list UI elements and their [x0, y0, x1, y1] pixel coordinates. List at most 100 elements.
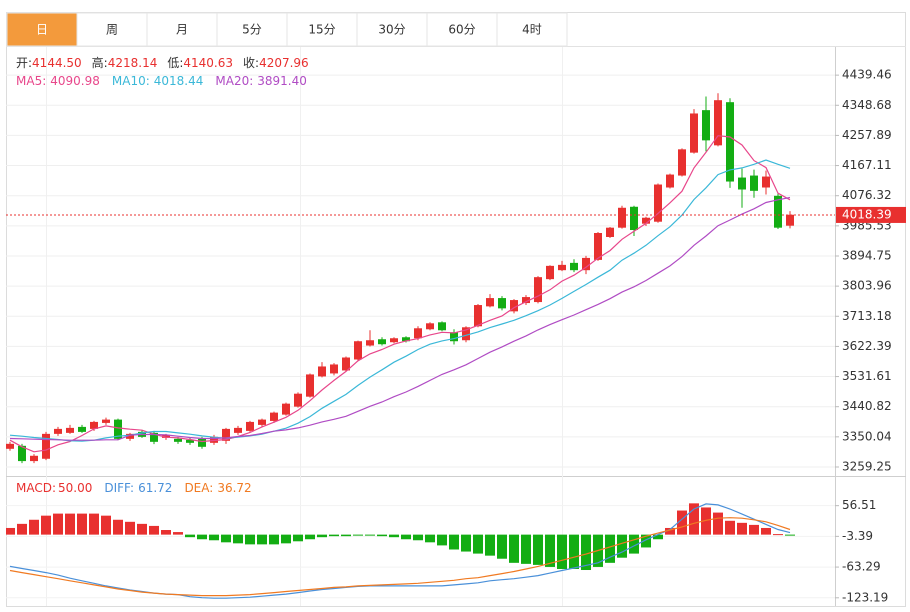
candle-body	[702, 110, 710, 141]
macd-bar	[293, 534, 303, 542]
candle-body	[126, 433, 134, 439]
y-tick-label: 3531.61	[842, 369, 892, 383]
tab[interactable]	[356, 12, 428, 47]
candle-body	[186, 439, 194, 443]
y-tick-label: -123.19	[842, 590, 888, 604]
macd-bar	[689, 503, 699, 535]
macd-bar	[785, 534, 795, 536]
candle-body	[210, 436, 218, 443]
candle-body	[522, 297, 530, 304]
candle-body	[558, 264, 566, 271]
legend-value: 36.72	[217, 481, 251, 495]
macd-bar	[257, 534, 267, 545]
candle-body	[78, 426, 86, 432]
macd-bar	[53, 513, 63, 535]
macd-bar	[449, 534, 459, 550]
candle-body	[66, 427, 74, 433]
y-tick-label: 3622.39	[842, 339, 892, 353]
legend-value: 3891.40	[257, 74, 307, 88]
quote-value: 4207.96	[259, 56, 309, 70]
legend: MA5: 4090.98 MA10: 4018.44 MA20: 3891.40	[16, 74, 307, 88]
quote-label: 收:	[243, 56, 259, 70]
macd-bar	[653, 534, 663, 540]
macd-bar	[245, 534, 255, 545]
macd-bar	[713, 512, 723, 535]
candle-body	[246, 421, 254, 431]
candle-body	[354, 341, 362, 360]
macd-bar	[617, 534, 627, 558]
candle-body	[774, 195, 782, 228]
tab-label[interactable]: 月	[176, 23, 188, 37]
macd-bar	[773, 534, 783, 536]
macd-bar	[413, 534, 423, 541]
quote-label: 高:	[92, 55, 108, 70]
y-tick-label: 4167.11	[842, 158, 892, 172]
line	[9, 135, 791, 453]
candle-body	[366, 340, 374, 346]
tab-label[interactable]: 日	[36, 23, 48, 37]
y-tick-label: 4439.46	[842, 68, 892, 82]
candle-body	[30, 455, 38, 462]
y-tick-label: -3.39	[842, 529, 873, 543]
macd-bar	[533, 534, 543, 565]
legend-name: MA20:	[215, 74, 253, 88]
tab-label[interactable]: 4时	[522, 23, 542, 37]
candle-body	[6, 443, 14, 449]
tab-label[interactable]: 30分	[378, 23, 405, 37]
candle-body	[642, 217, 650, 224]
last-price-label: 4018.39	[842, 207, 892, 221]
tab[interactable]	[6, 12, 78, 47]
legend-name: MACD:	[16, 481, 56, 495]
candle-body	[294, 393, 302, 407]
candle-body	[114, 419, 122, 439]
macd-bar	[737, 522, 747, 535]
candle-body	[690, 113, 698, 153]
candle-body	[762, 176, 770, 188]
candle-body	[54, 428, 62, 434]
candle-body	[18, 445, 26, 462]
macd-bar	[665, 527, 675, 535]
y-tick-label: 3713.18	[842, 309, 892, 323]
legend-name: MA5:	[16, 74, 46, 88]
y-tick-label: 3259.25	[842, 459, 892, 473]
candle-body	[582, 257, 590, 271]
tab[interactable]	[426, 12, 498, 47]
candle-body	[318, 366, 326, 377]
candle-body	[306, 374, 314, 397]
candle-body	[258, 419, 266, 425]
tab[interactable]	[496, 12, 568, 47]
macd-bar	[701, 507, 711, 535]
plot	[6, 503, 795, 599]
quote-label: 开:	[16, 56, 32, 70]
macd-bar	[641, 534, 651, 548]
candle-body	[90, 421, 98, 429]
macd-bar	[29, 519, 39, 535]
last-price-box	[836, 206, 906, 223]
macd-bar	[545, 534, 555, 567]
y-tick-label: 3350.04	[842, 429, 892, 443]
macd-bar	[377, 534, 387, 537]
candle-body	[234, 427, 242, 433]
candle-body	[474, 305, 482, 327]
legend-value: 61.72	[138, 481, 172, 495]
candle-body	[42, 433, 50, 459]
tab-label[interactable]: 60分	[448, 23, 475, 37]
tab[interactable]	[216, 12, 288, 47]
tab-label[interactable]: 5分	[242, 23, 262, 37]
candle-body	[606, 227, 614, 237]
macd-bar	[305, 534, 315, 540]
candle-body	[738, 177, 746, 190]
macd-bar	[17, 523, 27, 535]
line	[9, 517, 791, 597]
macd-bar	[569, 534, 579, 569]
tab-label[interactable]: 15分	[308, 23, 335, 37]
tab[interactable]	[286, 12, 358, 47]
tab-label[interactable]: 周	[106, 23, 118, 37]
y-tick-label: 4257.89	[842, 128, 892, 142]
legend-name: DIFF:	[104, 481, 134, 495]
macd-bar	[6, 527, 15, 535]
line	[9, 196, 791, 441]
candle-body	[594, 232, 602, 260]
